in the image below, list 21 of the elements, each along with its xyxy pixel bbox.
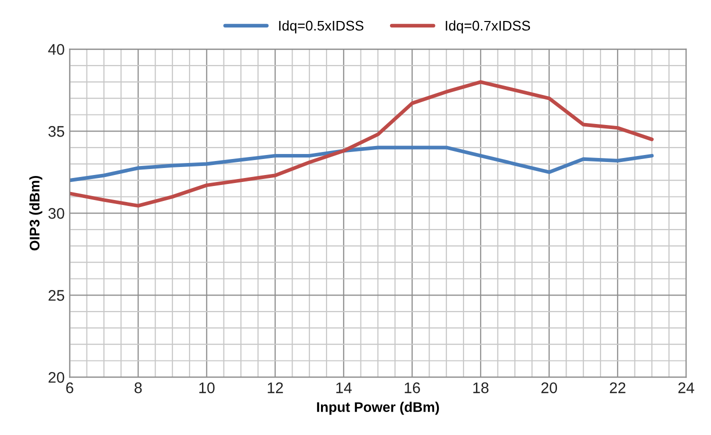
y-axis-title: OIP3 (dBm) <box>29 176 42 250</box>
x-tick-label: 14 <box>336 382 352 394</box>
legend-label: Idq=0.5xIDSS <box>279 20 364 34</box>
x-tick-label: 22 <box>610 382 626 394</box>
x-tick-label: 20 <box>541 382 558 394</box>
x-tick-label: 12 <box>268 382 283 394</box>
x-tick-label: 8 <box>134 382 142 394</box>
x-tick-label: 16 <box>404 382 420 394</box>
y-tick-label: 40 <box>48 44 64 55</box>
x-tick-label: 6 <box>66 382 74 394</box>
y-tick-label: 30 <box>48 208 64 219</box>
x-tick-label: 24 <box>678 382 694 394</box>
x-axis-title: Input Power (dBm) <box>317 402 439 415</box>
line-series <box>70 146 654 182</box>
x-tick-label: 18 <box>473 382 488 394</box>
line-series <box>70 80 654 208</box>
y-tick-label: 25 <box>48 290 64 301</box>
x-tick-label: 10 <box>199 382 215 394</box>
y-tick-label: 20 <box>48 372 64 383</box>
y-tick-label: 35 <box>48 126 64 137</box>
legend-label: Idq=0.7xIDSS <box>446 20 530 34</box>
